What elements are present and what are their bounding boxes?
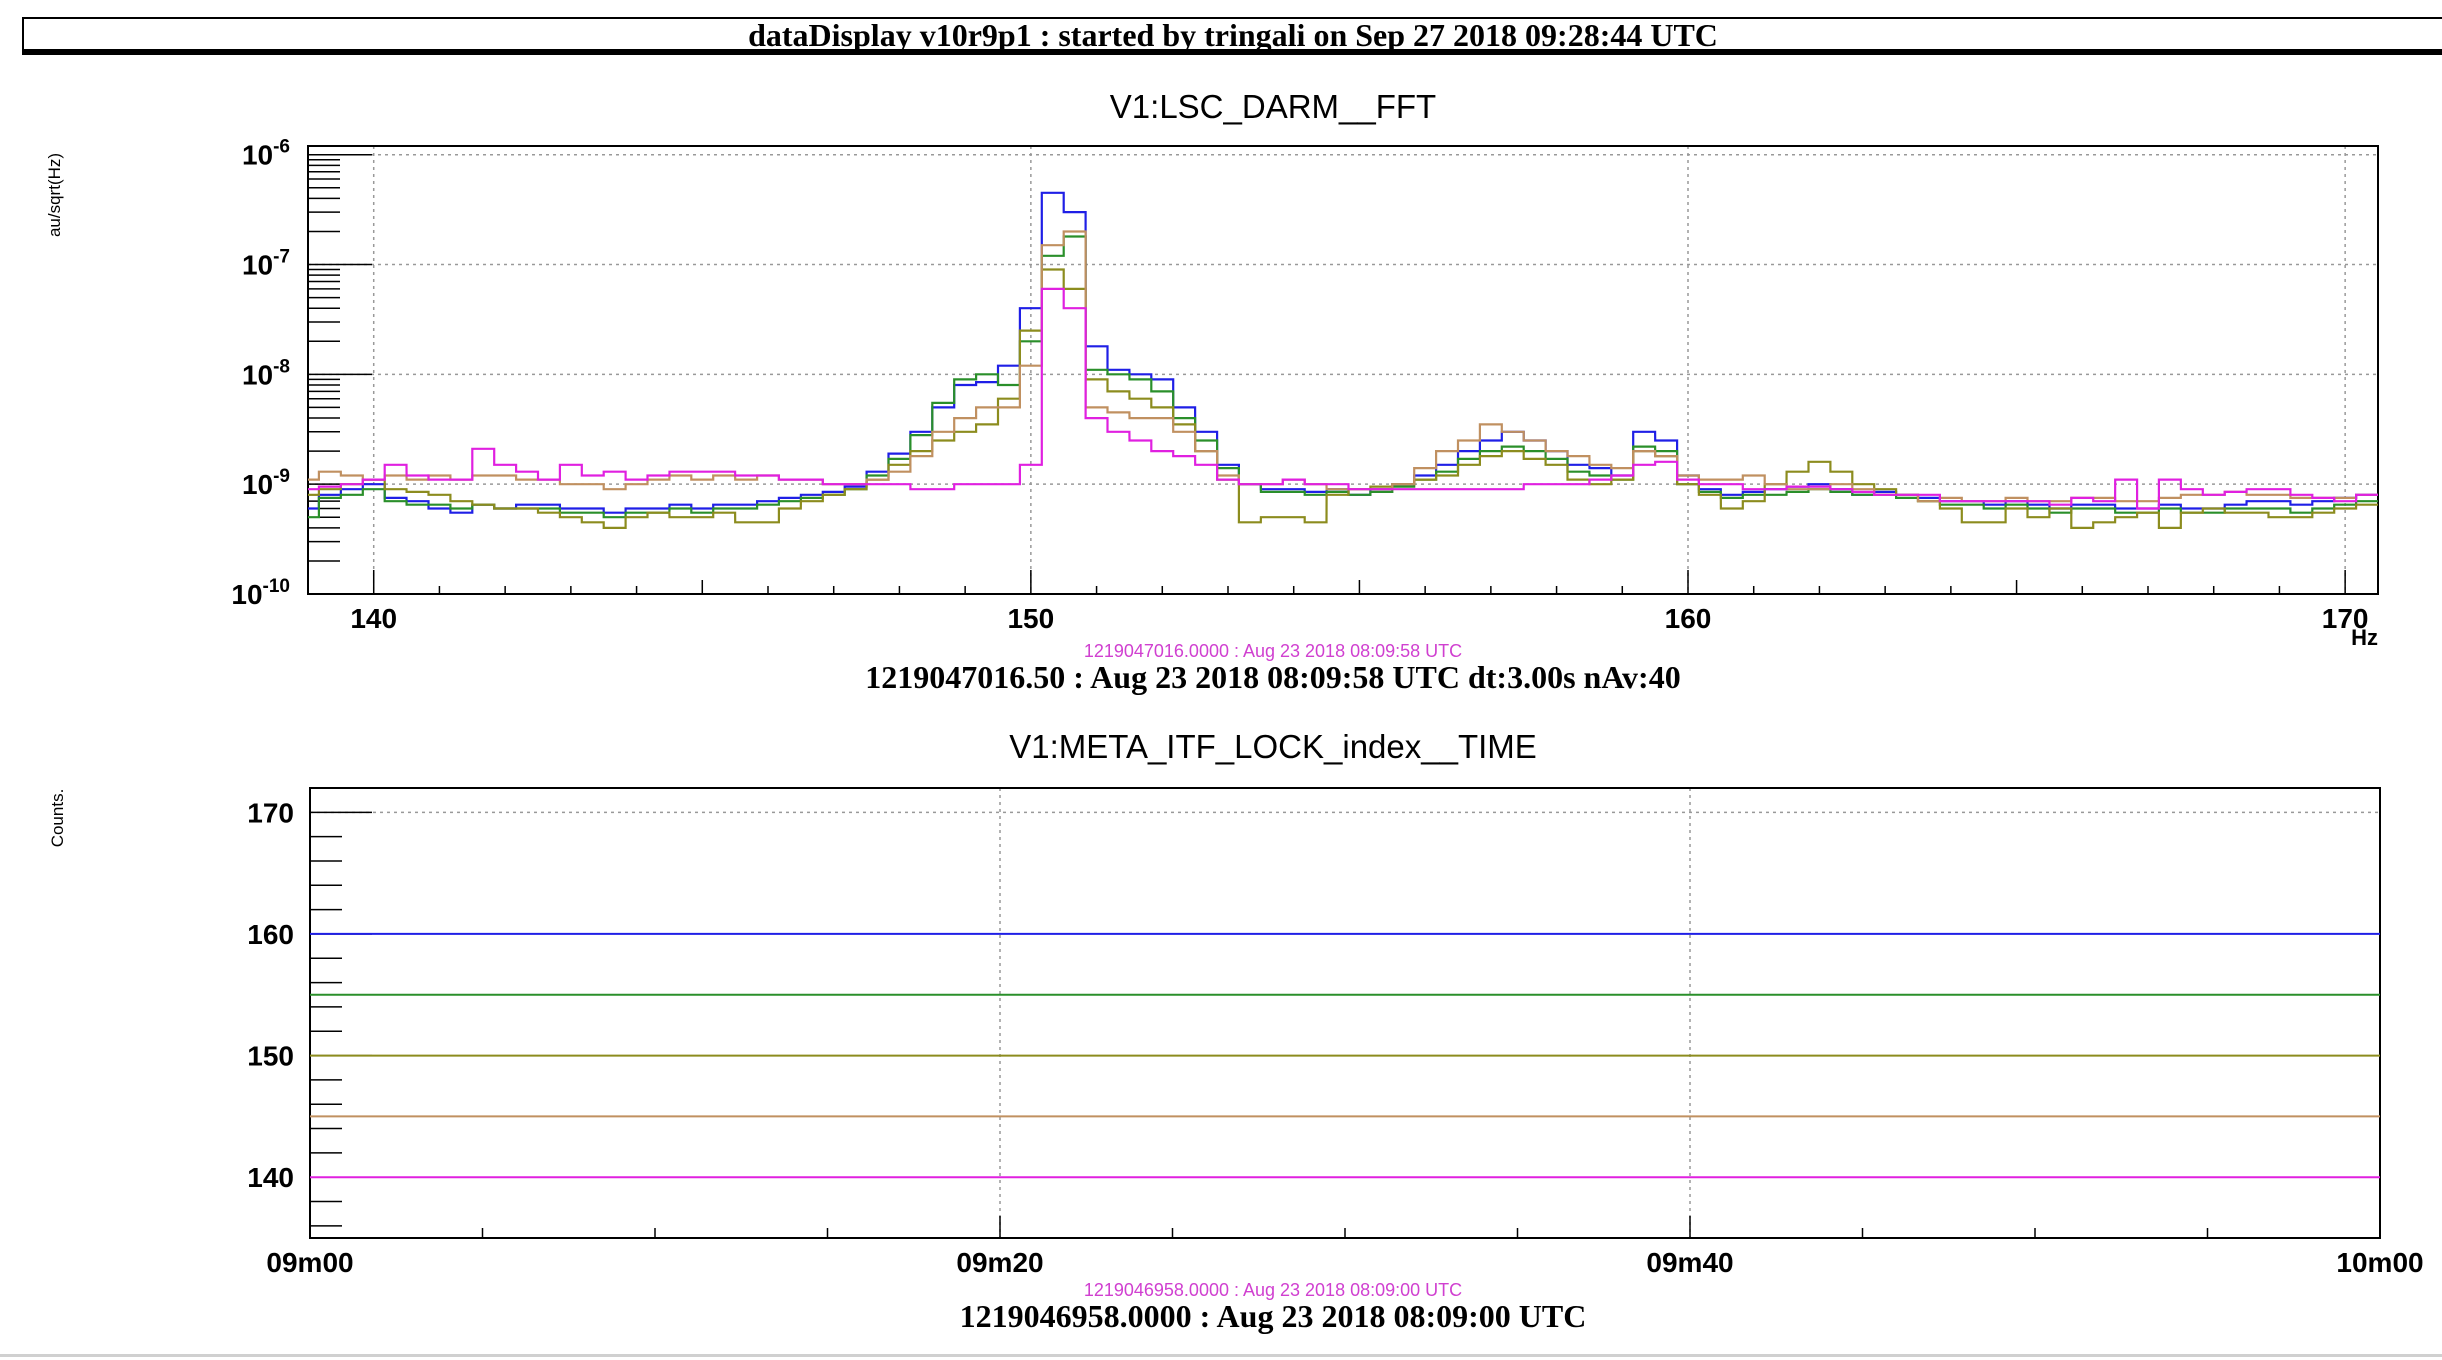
fft-timestamp-main: 1219047016.50 : Aug 23 2018 08:09:58 UTC… <box>865 659 1680 695</box>
fft-plot-area: 10-10 10-9 10-8 10-7 10-6 140 150 160 170 <box>231 137 2379 634</box>
fft-ylabel: au/sqrt(Hz) <box>45 153 64 237</box>
bottom-divider <box>0 1354 2442 1357</box>
time-y-tick-label: 150 <box>247 1041 294 1072</box>
fft-x-tick-label: 150 <box>1007 603 1054 634</box>
time-y-tick-label: 170 <box>247 797 294 828</box>
app-title: dataDisplay v10r9p1 : started by tringal… <box>748 17 1718 53</box>
time-x-tick-label: 09m20 <box>956 1247 1043 1278</box>
fft-series-1 <box>308 235 2378 519</box>
time-timestamp-main: 1219046958.0000 : Aug 23 2018 08:09:00 U… <box>960 1298 1587 1334</box>
fft-series-4 <box>308 287 2378 510</box>
fft-xlabel: Hz <box>2351 625 2378 650</box>
time-x-tick-label: 09m40 <box>1646 1247 1733 1278</box>
time-timestamp-small: 1219046958.0000 : Aug 23 2018 08:09:00 U… <box>1084 1280 1462 1300</box>
fft-series-2 <box>308 268 2378 529</box>
fft-y-tick-label: 10-8 <box>242 356 290 390</box>
fft-x-tick-label: 160 <box>1665 603 1712 634</box>
app-title-bar: dataDisplay v10r9p1 : started by tringal… <box>22 17 2442 55</box>
fft-timestamp-small: 1219047016.0000 : Aug 23 2018 08:09:58 U… <box>1084 641 1462 661</box>
time-x-tick-label: 10m00 <box>2336 1247 2423 1278</box>
fft-y-tick-label: 10-7 <box>242 247 290 281</box>
time-frame <box>309 787 2381 1239</box>
fft-y-tick-label: 10-9 <box>242 466 290 500</box>
fft-title: V1:LSC_DARM__FFT <box>1110 88 1436 125</box>
time-y-tick-label: 140 <box>247 1162 294 1193</box>
fft-series-0 <box>308 191 2378 514</box>
time-title: V1:META_ITF_LOCK_index__TIME <box>1009 728 1537 765</box>
fft-y-tick-label: 10-6 <box>242 137 290 171</box>
fft-x-tick-label: 170 <box>2322 603 2369 634</box>
time-y-tick-label: 160 <box>247 919 294 950</box>
fft-frame <box>307 145 2379 595</box>
time-ylabel: Counts. <box>48 789 67 848</box>
fft-x-tick-label: 140 <box>350 603 397 634</box>
time-plot-area: 140 150 160 170 09m00 09m20 09m40 10m00 <box>247 787 2424 1278</box>
time-x-tick-label: 09m00 <box>266 1247 353 1278</box>
fft-y-tick-label: 10-10 <box>231 576 290 610</box>
fft-series-3 <box>308 230 2378 503</box>
